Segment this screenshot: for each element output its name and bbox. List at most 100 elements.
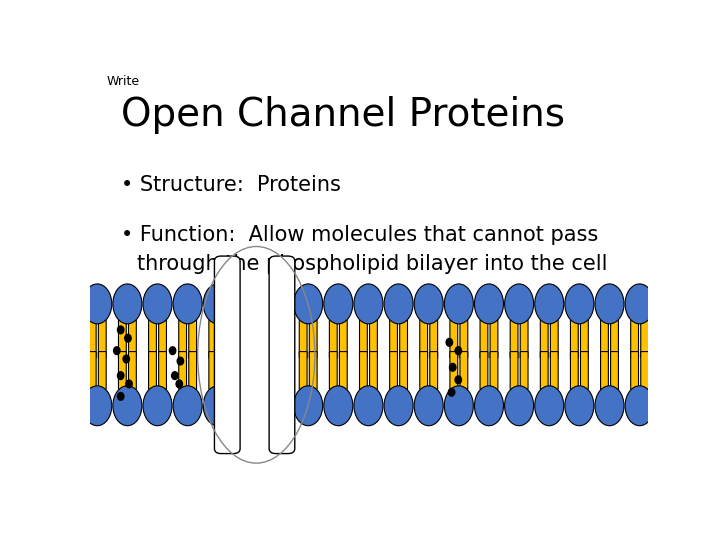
FancyBboxPatch shape <box>580 352 588 389</box>
Ellipse shape <box>203 386 233 426</box>
Ellipse shape <box>143 284 172 324</box>
Ellipse shape <box>83 284 112 324</box>
FancyBboxPatch shape <box>99 320 106 358</box>
FancyBboxPatch shape <box>179 352 186 389</box>
FancyBboxPatch shape <box>430 352 438 389</box>
Text: through the phospholipid bilayer into the cell: through the phospholipid bilayer into th… <box>138 254 608 274</box>
FancyBboxPatch shape <box>570 352 578 389</box>
Ellipse shape <box>113 386 142 426</box>
FancyBboxPatch shape <box>310 320 317 358</box>
Ellipse shape <box>474 386 503 426</box>
FancyBboxPatch shape <box>540 352 548 389</box>
FancyBboxPatch shape <box>359 352 367 389</box>
FancyBboxPatch shape <box>521 352 528 389</box>
FancyBboxPatch shape <box>158 352 166 389</box>
FancyBboxPatch shape <box>460 320 468 358</box>
Ellipse shape <box>171 371 179 380</box>
FancyBboxPatch shape <box>148 352 156 389</box>
FancyBboxPatch shape <box>99 352 106 389</box>
Ellipse shape <box>414 284 444 324</box>
FancyBboxPatch shape <box>158 320 166 358</box>
FancyBboxPatch shape <box>420 320 428 358</box>
FancyBboxPatch shape <box>510 320 518 358</box>
Ellipse shape <box>125 380 133 388</box>
Ellipse shape <box>176 380 183 388</box>
Ellipse shape <box>565 386 594 426</box>
Ellipse shape <box>117 371 125 380</box>
FancyBboxPatch shape <box>359 320 367 358</box>
FancyBboxPatch shape <box>540 320 548 358</box>
FancyBboxPatch shape <box>189 352 197 389</box>
FancyBboxPatch shape <box>450 352 458 389</box>
FancyBboxPatch shape <box>641 320 649 358</box>
FancyBboxPatch shape <box>611 320 618 358</box>
FancyBboxPatch shape <box>329 320 337 358</box>
Ellipse shape <box>354 386 383 426</box>
FancyBboxPatch shape <box>339 320 347 358</box>
FancyBboxPatch shape <box>631 352 639 389</box>
Ellipse shape <box>625 284 654 324</box>
Ellipse shape <box>444 386 473 426</box>
FancyBboxPatch shape <box>369 352 377 389</box>
Ellipse shape <box>414 386 444 426</box>
FancyBboxPatch shape <box>600 352 608 389</box>
Ellipse shape <box>505 386 534 426</box>
FancyBboxPatch shape <box>179 320 186 358</box>
Ellipse shape <box>173 284 202 324</box>
FancyBboxPatch shape <box>420 352 428 389</box>
FancyBboxPatch shape <box>490 320 498 358</box>
FancyBboxPatch shape <box>430 320 438 358</box>
FancyBboxPatch shape <box>521 320 528 358</box>
FancyBboxPatch shape <box>300 320 307 358</box>
FancyBboxPatch shape <box>189 320 197 358</box>
Ellipse shape <box>117 392 125 401</box>
Ellipse shape <box>625 386 654 426</box>
FancyBboxPatch shape <box>600 320 608 358</box>
Ellipse shape <box>324 386 353 426</box>
Ellipse shape <box>384 386 413 426</box>
FancyBboxPatch shape <box>611 352 618 389</box>
Ellipse shape <box>448 388 456 397</box>
FancyBboxPatch shape <box>300 352 307 389</box>
FancyBboxPatch shape <box>89 320 96 358</box>
FancyBboxPatch shape <box>550 352 558 389</box>
Ellipse shape <box>535 386 564 426</box>
FancyBboxPatch shape <box>310 352 317 389</box>
FancyBboxPatch shape <box>390 352 397 389</box>
FancyBboxPatch shape <box>128 320 136 358</box>
FancyBboxPatch shape <box>215 256 240 454</box>
Ellipse shape <box>113 284 142 324</box>
FancyBboxPatch shape <box>390 320 397 358</box>
FancyBboxPatch shape <box>128 352 136 389</box>
Ellipse shape <box>143 386 172 426</box>
FancyBboxPatch shape <box>570 320 578 358</box>
Ellipse shape <box>173 386 202 426</box>
Ellipse shape <box>449 363 456 372</box>
FancyBboxPatch shape <box>510 352 518 389</box>
FancyBboxPatch shape <box>400 320 408 358</box>
Ellipse shape <box>294 386 323 426</box>
Ellipse shape <box>505 284 534 324</box>
Ellipse shape <box>324 284 353 324</box>
FancyBboxPatch shape <box>369 320 377 358</box>
FancyBboxPatch shape <box>209 320 217 358</box>
FancyBboxPatch shape <box>219 320 227 358</box>
Ellipse shape <box>595 386 624 426</box>
Text: • Function:  Allow molecules that cannot pass: • Function: Allow molecules that cannot … <box>121 225 598 245</box>
Ellipse shape <box>168 346 176 355</box>
FancyBboxPatch shape <box>119 352 126 389</box>
FancyBboxPatch shape <box>480 320 488 358</box>
FancyBboxPatch shape <box>119 320 126 358</box>
FancyBboxPatch shape <box>269 256 294 454</box>
Ellipse shape <box>474 284 503 324</box>
Ellipse shape <box>535 284 564 324</box>
Ellipse shape <box>122 354 130 363</box>
FancyBboxPatch shape <box>219 352 227 389</box>
Ellipse shape <box>454 375 462 384</box>
FancyBboxPatch shape <box>460 352 468 389</box>
Ellipse shape <box>444 284 473 324</box>
FancyBboxPatch shape <box>89 352 96 389</box>
FancyBboxPatch shape <box>641 352 649 389</box>
FancyBboxPatch shape <box>339 352 347 389</box>
Ellipse shape <box>384 284 413 324</box>
